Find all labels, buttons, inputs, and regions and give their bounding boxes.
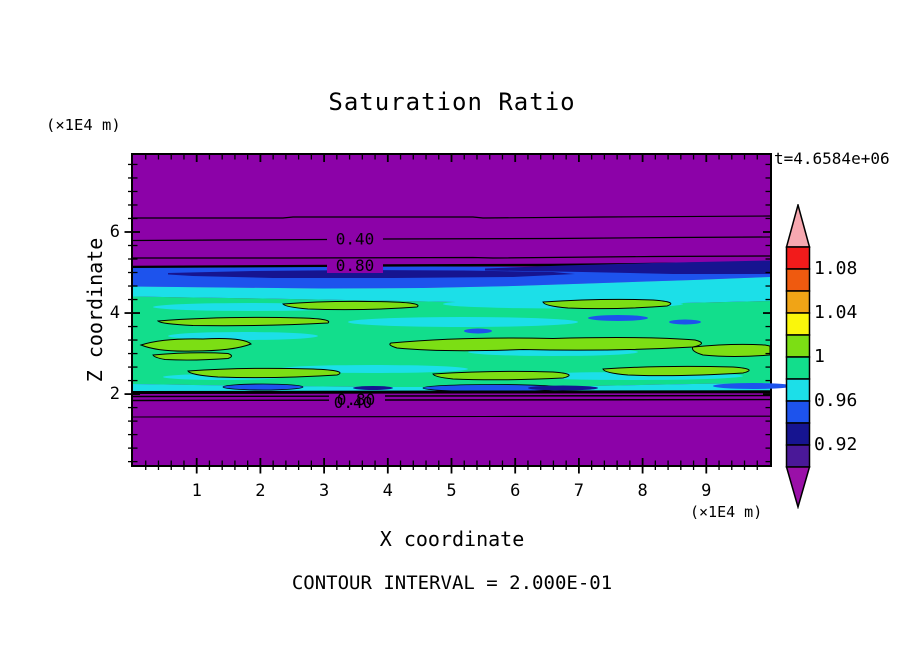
axis-ticks [124, 155, 770, 474]
blue-streak [588, 315, 648, 321]
x-tick-label: 7 [573, 481, 585, 501]
band-navy-top-right [485, 260, 770, 274]
contour-label-080-lower: 0.80 [337, 390, 376, 409]
colorbar-label: 1.08 [814, 258, 858, 279]
x-tick-label: 9 [701, 481, 712, 501]
colorbar-arrow-down [785, 466, 811, 509]
contour-line-080-lower [132, 390, 771, 394]
label-gap [327, 232, 383, 246]
contour-label-080-upper: 0.80 [336, 256, 375, 275]
colorbar-segment [785, 444, 811, 468]
x-axis-unit-label: (×1E4 m) [690, 503, 763, 521]
navy-streak [528, 385, 598, 391]
colorbar-segment [785, 312, 811, 336]
x-axis-label: X coordinate [379, 527, 525, 551]
plot-area: 0.40 0.80 0.80 0.40 [124, 153, 793, 474]
chartreuse-blob [602, 365, 750, 377]
contour-line-020-upper [133, 215, 771, 219]
cyan-streak [168, 332, 318, 340]
band-navy-left-streak [168, 270, 575, 278]
chartreuse-blob [542, 298, 672, 310]
contour-line-060-upper [133, 255, 771, 259]
chartreuse-blob [156, 316, 330, 327]
x-tick-label: 2 [255, 481, 266, 501]
contour-line-040-upper-right [380, 236, 771, 240]
colorbar-segment [785, 290, 811, 314]
chartreuse-blob [139, 338, 252, 352]
x-tick-label: 8 [637, 481, 648, 501]
chartreuse-blob [152, 352, 232, 361]
chartreuse-blob [432, 370, 570, 381]
contour-line-080-upper-left [132, 264, 330, 269]
band-cyan [133, 277, 770, 305]
blue-streak [464, 328, 492, 334]
blue-streak [713, 383, 793, 389]
navy-streak [353, 386, 393, 390]
colorbar-segment [785, 268, 811, 292]
label-gap [327, 259, 383, 273]
colorbar-label: 1.04 [814, 302, 858, 323]
colorbar-segment [785, 246, 811, 270]
plot-title: Saturation Ratio [328, 88, 576, 116]
contour-interval-label: CONTOUR INTERVAL = 2.000E-01 [291, 572, 613, 594]
contour-label-040-lower: 0.40 [334, 393, 373, 412]
x-tick-label: 6 [510, 481, 521, 501]
y-axis-unit-label: (×1E4 m) [46, 116, 121, 134]
colorbar-segment [785, 422, 811, 446]
chartreuse-blob [692, 343, 771, 357]
chartreuse-blob [187, 367, 341, 379]
cyan-streak [348, 317, 578, 327]
colorbar-label: 0.96 [814, 390, 858, 411]
chartreuse-blob [282, 300, 419, 311]
colorbar-segment [785, 400, 811, 424]
contour-line-020-lower [132, 415, 771, 418]
x-tick-label: 5 [446, 481, 457, 501]
y-tick-label: 2 [109, 384, 120, 405]
colorbar-arrow-up [785, 204, 811, 248]
colorbar-segment [785, 334, 811, 358]
x-tick-label: 3 [318, 481, 330, 501]
y-tick-label: 6 [109, 221, 120, 242]
y-tick-label: 4 [109, 303, 120, 324]
colorbar-label: 1 [814, 346, 825, 367]
colorbar [785, 204, 811, 509]
contour-plot-canvas: 0.40 0.80 0.80 0.40 [124, 155, 793, 474]
contour-label-040-upper: 0.40 [336, 230, 375, 249]
chartreuse-blob [389, 337, 702, 352]
x-tick-label: 1 [191, 481, 202, 501]
contour-line-040-upper-left [132, 238, 330, 242]
colorbar-segment [785, 356, 811, 380]
time-label: t=4.6584e+06 [774, 149, 890, 168]
blue-streak [222, 383, 304, 391]
blue-streak [669, 319, 701, 325]
colorbar-label: 0.92 [814, 434, 858, 455]
colorbar-segment [785, 378, 811, 402]
x-tick-label: 4 [382, 481, 393, 501]
label-gap [329, 394, 385, 408]
